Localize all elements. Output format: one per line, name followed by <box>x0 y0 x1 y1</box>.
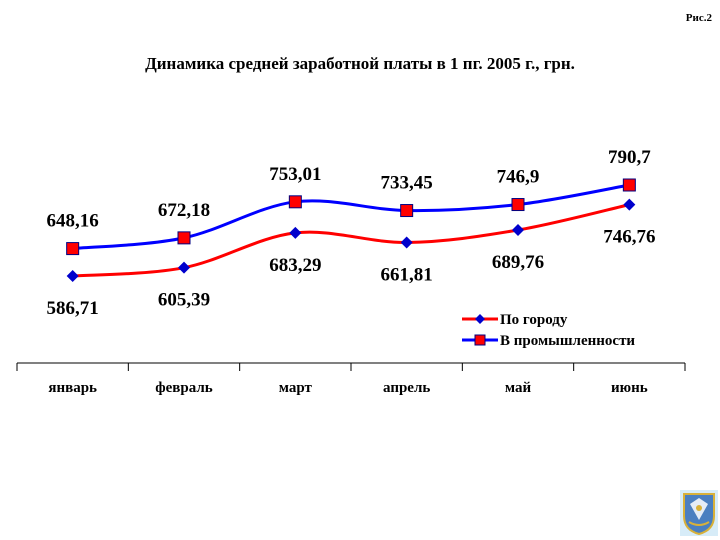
data-label: 689,76 <box>492 252 544 273</box>
legend-label: В промышленности <box>500 333 635 349</box>
series-markers <box>66 178 636 282</box>
data-label: 683,29 <box>269 255 321 276</box>
data-point-square <box>177 231 191 245</box>
x-tick-label: март <box>279 380 313 396</box>
data-point-diamond <box>178 261 190 274</box>
data-label: 605,39 <box>158 290 210 311</box>
legend-marker-diamond <box>475 314 485 324</box>
data-point-square <box>511 198 525 212</box>
data-point-diamond <box>400 236 413 249</box>
data-label: 672,18 <box>158 200 210 221</box>
data-point-diamond <box>512 224 524 237</box>
series-lines <box>72 183 630 278</box>
figure-label: Рис.2 <box>685 12 712 24</box>
data-label: 790,7 <box>608 147 651 168</box>
data-point-square <box>288 195 302 209</box>
data-label: 746,9 <box>497 167 540 188</box>
legend: По городу В промышленности <box>462 312 635 349</box>
data-point-square <box>622 178 636 192</box>
series-line-1 <box>72 183 630 251</box>
coat-of-arms-icon <box>680 490 718 536</box>
x-tick-label: июнь <box>611 380 648 396</box>
legend-marker-square <box>474 334 486 346</box>
data-labels: 586,71 605,39 683,29 661,81 689,76 746,76 648,… <box>47 147 656 319</box>
data-point-square <box>66 242 80 256</box>
series-line-0 <box>72 203 630 278</box>
data-label: 586,71 <box>47 298 99 319</box>
x-tick-label: апрель <box>383 380 430 396</box>
data-label: 733,45 <box>381 173 433 194</box>
x-tick-label: февраль <box>155 380 213 396</box>
legend-label: По городу <box>500 312 568 328</box>
data-label: 648,16 <box>47 211 99 232</box>
data-label: 661,81 <box>381 264 433 285</box>
chart-title: Динамика средней заработной платы в 1 пг… <box>145 54 575 73</box>
data-label: 753,01 <box>269 164 321 185</box>
x-axis: январь февраль март апрель май июнь <box>16 362 686 396</box>
data-point-diamond <box>289 226 302 239</box>
data-point-diamond <box>623 198 636 211</box>
x-tick-label: май <box>505 380 532 396</box>
data-point-diamond <box>66 270 79 282</box>
data-label: 746,76 <box>603 227 655 248</box>
x-tick-label: январь <box>48 380 97 396</box>
data-point-square <box>400 204 414 218</box>
